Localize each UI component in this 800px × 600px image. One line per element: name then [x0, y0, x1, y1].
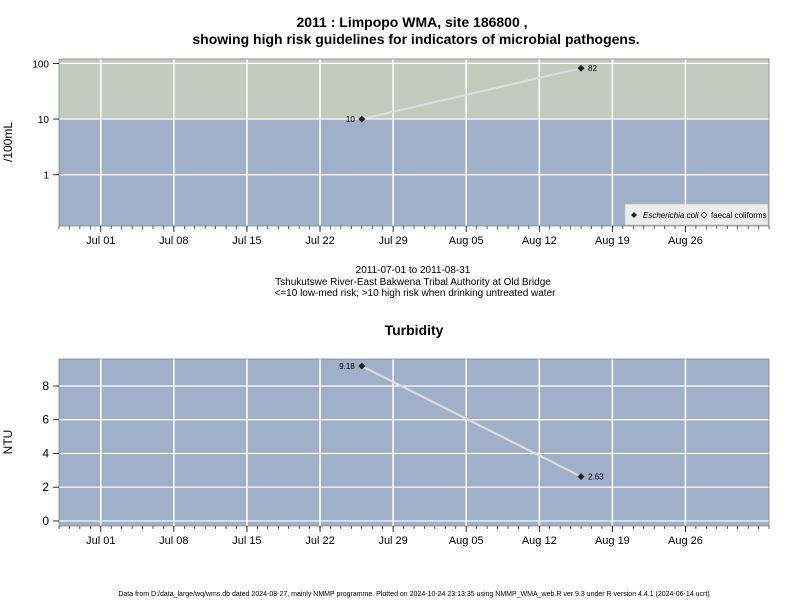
chart2-plot-area: Jul 01 Jul 08 Jul 15 Jul 22 Jul 29 Aug 05 Aug … [42, 358, 770, 547]
chart1-xtick-label: Jul 08 [159, 235, 188, 247]
chart1-xtick-label: Jul 15 [232, 235, 261, 247]
chart1-xtick-label: Aug 26 [668, 235, 703, 247]
chart1-xtick-label: Jul 29 [378, 235, 407, 247]
chart2-ytick-label: 0 [42, 514, 49, 528]
chart1-data-point [577, 64, 585, 72]
chart2-ytick-label: 8 [42, 379, 49, 393]
chart1-series-line [361, 67, 582, 121]
chart1-xtick-label: Jul 01 [86, 235, 115, 247]
chart1-title: 2011 : Limpopo WMA, site 186800 , [296, 14, 527, 30]
chart2-title: Turbidity [385, 322, 444, 338]
chart2-xtick-label: Aug 26 [668, 535, 703, 547]
chart1-high-risk-zone [59, 59, 769, 120]
chart1-ytick-label: 1 [43, 171, 49, 182]
chart1-plot-area: Jul 01 Jul 08 Jul 15 Jul 22 Jul 29 Aug 05 Aug … [32, 58, 770, 247]
chart1-legend-label-faecal: faecal coliforms [711, 211, 767, 220]
chart1-caption-risk: <=10 low-med risk; >10 high risk when dr… [275, 288, 557, 299]
chart2-xtick-label: Jul 15 [232, 535, 261, 547]
chart2-xtick-label: Jul 22 [305, 535, 334, 547]
chart2-ytick-label: 4 [42, 446, 49, 460]
chart1-xtick-label: Aug 19 [595, 235, 630, 247]
chart1-ytick-label: 10 [38, 115, 50, 126]
chart2-ytick-label: 2 [42, 480, 49, 494]
chart2-xtick-label: Jul 08 [159, 535, 188, 547]
chart1-xtick-label: Aug 05 [449, 235, 484, 247]
chart1-data-point [358, 115, 366, 123]
chart1-legend-marker-ecoli [631, 212, 637, 218]
chart1-ytick-label: 100 [32, 59, 49, 70]
chart1-legend-marker-faecal [700, 211, 708, 219]
chart2-xtick-label: Aug 05 [449, 535, 484, 547]
chart2-data-point [577, 473, 585, 481]
footer-note: Data from D:/data_large/wq/wms.db dated … [118, 591, 709, 598]
chart2-xtick-label: Jul 01 [86, 535, 115, 547]
chart1-legend-label-ecoli: Escherichia coli [643, 211, 699, 220]
chart1-caption-site: Tshukutswe River-East Bakwena Tribal Aut… [275, 277, 551, 288]
chart1-xtick-label: Aug 12 [522, 235, 557, 247]
chart2-background [59, 359, 769, 526]
chart1-subtitle: showing high risk guidelines for indicat… [192, 31, 639, 47]
chart1-legend-box [624, 203, 769, 226]
chart2-xtick-label: Aug 12 [522, 535, 557, 547]
chart1-ylabel: /100mL [1, 122, 15, 162]
chart1-data-label: 10 [346, 115, 355, 124]
chart2-xtick-label: Aug 19 [595, 535, 630, 547]
chart1-data-label: 82 [588, 64, 597, 73]
chart2-data-label: 9.18 [339, 362, 355, 371]
chart2-data-label: 2.63 [588, 473, 604, 482]
chart2-series-line [361, 365, 582, 478]
chart2-xtick-label: Jul 29 [378, 535, 407, 547]
chart2-data-point [358, 362, 366, 370]
chart2-ytick-label: 6 [42, 413, 49, 427]
chart1-caption-range: 2011-07-01 to 2011-08-31 [356, 265, 471, 276]
chart1-xtick-label: Jul 22 [305, 235, 334, 247]
chart2-ylabel: NTU [1, 430, 15, 455]
